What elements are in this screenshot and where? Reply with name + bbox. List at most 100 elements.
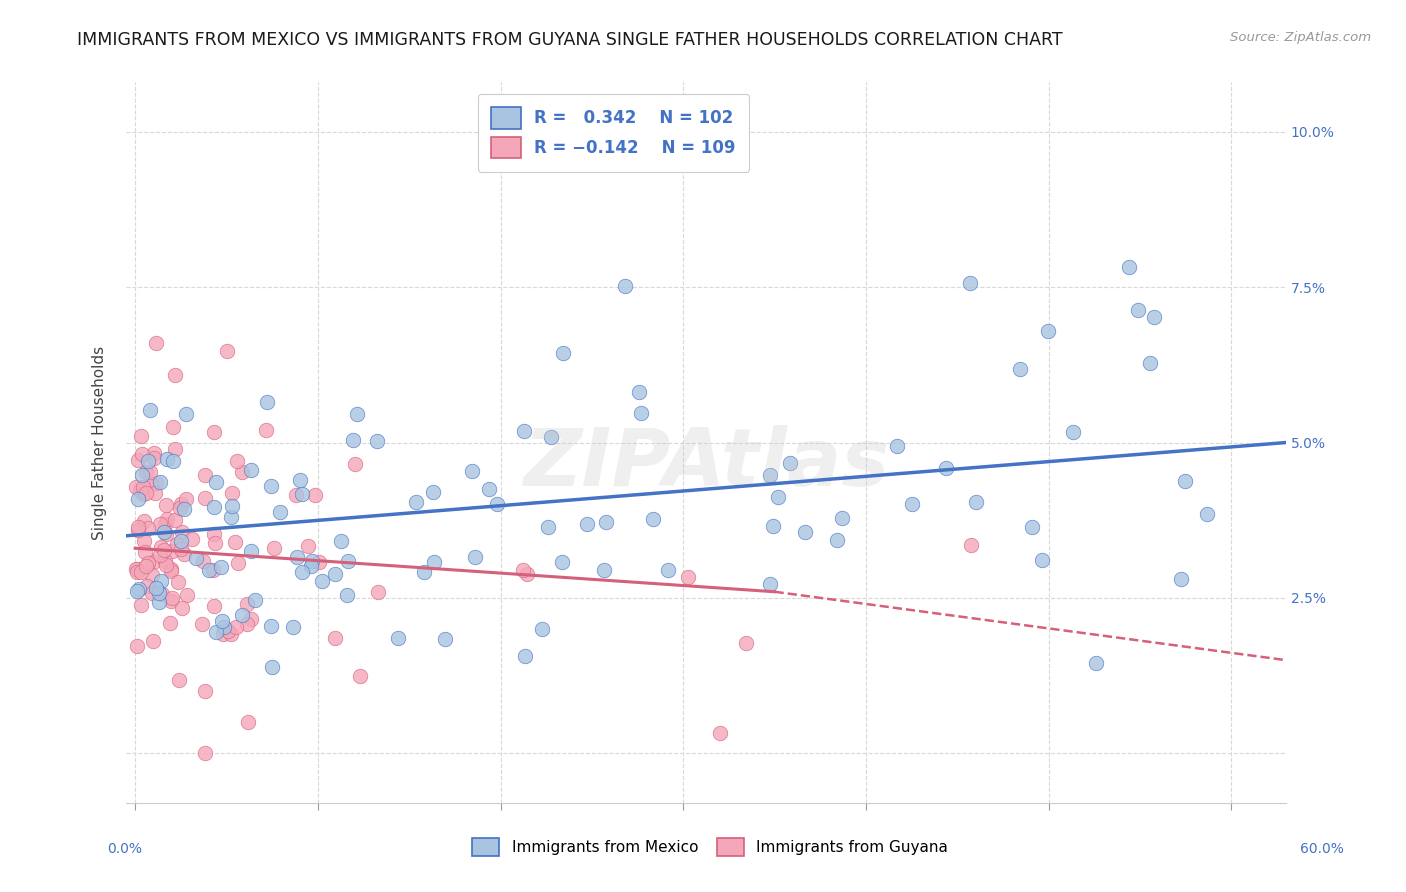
- Point: [150, 574, 173, 588]
- Point: [145, 581, 167, 595]
- Point: [160, 564, 183, 578]
- Point: [595, 515, 617, 529]
- Point: [422, 485, 444, 500]
- Point: [127, 520, 149, 534]
- Point: [127, 452, 149, 467]
- Point: [231, 465, 253, 479]
- Point: [145, 336, 167, 351]
- Point: [131, 447, 153, 461]
- Point: [184, 550, 207, 565]
- Point: [132, 533, 155, 548]
- Point: [132, 481, 155, 495]
- Point: [1118, 260, 1140, 275]
- Point: [165, 442, 187, 456]
- Point: [433, 632, 456, 646]
- Point: [198, 563, 221, 577]
- Point: [766, 490, 789, 504]
- Point: [793, 524, 815, 539]
- Point: [513, 424, 536, 438]
- Point: [575, 517, 598, 532]
- Point: [173, 502, 195, 516]
- Point: [136, 556, 159, 570]
- Point: [219, 510, 242, 524]
- Point: [149, 475, 172, 489]
- Point: [236, 714, 259, 729]
- Point: [759, 577, 782, 591]
- Point: [959, 276, 981, 290]
- Point: [387, 632, 409, 646]
- Point: [762, 518, 785, 533]
- Point: [155, 527, 177, 541]
- Point: [153, 524, 176, 539]
- Point: [256, 395, 278, 409]
- Point: [169, 501, 191, 516]
- Point: [141, 568, 163, 582]
- Point: [160, 562, 183, 576]
- Point: [779, 456, 801, 470]
- Point: [1126, 302, 1149, 317]
- Point: [127, 491, 149, 506]
- Point: [172, 525, 194, 540]
- Point: [1085, 656, 1108, 670]
- Point: [254, 423, 277, 437]
- Point: [138, 403, 160, 417]
- Point: [155, 517, 177, 532]
- Point: [299, 559, 322, 574]
- Point: [142, 634, 165, 648]
- Point: [330, 534, 353, 549]
- Point: [194, 747, 217, 761]
- Point: [235, 597, 257, 611]
- Point: [959, 538, 981, 552]
- Point: [1174, 474, 1197, 488]
- Point: [288, 473, 311, 487]
- Point: [162, 454, 184, 468]
- Point: [142, 450, 165, 465]
- Point: [297, 539, 319, 553]
- Point: [191, 554, 214, 568]
- Point: [135, 579, 157, 593]
- Point: [311, 574, 333, 588]
- Point: [283, 620, 305, 634]
- Text: Source: ZipAtlas.com: Source: ZipAtlas.com: [1230, 31, 1371, 45]
- Point: [551, 555, 574, 569]
- Point: [167, 673, 190, 687]
- Point: [540, 430, 562, 444]
- Point: [166, 537, 188, 551]
- Point: [530, 622, 553, 636]
- Y-axis label: Single Father Households: Single Father Households: [93, 345, 107, 540]
- Point: [367, 584, 389, 599]
- Point: [512, 563, 534, 577]
- Point: [336, 554, 359, 568]
- Point: [142, 446, 165, 460]
- Point: [128, 483, 150, 497]
- Point: [125, 562, 148, 576]
- Point: [423, 555, 446, 569]
- Point: [142, 555, 165, 569]
- Point: [336, 588, 359, 602]
- Point: [630, 406, 652, 420]
- Point: [221, 500, 243, 514]
- Point: [259, 619, 281, 633]
- Point: [831, 510, 853, 524]
- Point: [135, 465, 157, 479]
- Point: [759, 468, 782, 483]
- Point: [285, 549, 308, 564]
- Point: [136, 521, 159, 535]
- Point: [735, 636, 758, 650]
- Point: [886, 439, 908, 453]
- Point: [204, 535, 226, 549]
- Point: [129, 566, 152, 580]
- Point: [131, 468, 153, 483]
- Point: [285, 488, 308, 502]
- Point: [194, 684, 217, 698]
- Point: [162, 420, 184, 434]
- Point: [412, 565, 434, 579]
- Point: [323, 631, 346, 645]
- Point: [166, 575, 188, 590]
- Point: [148, 595, 170, 609]
- Point: [613, 279, 636, 293]
- Point: [131, 428, 153, 442]
- Legend: Immigrants from Mexico, Immigrants from Guyana: Immigrants from Mexico, Immigrants from …: [465, 832, 955, 862]
- Point: [240, 544, 263, 558]
- Point: [180, 532, 202, 546]
